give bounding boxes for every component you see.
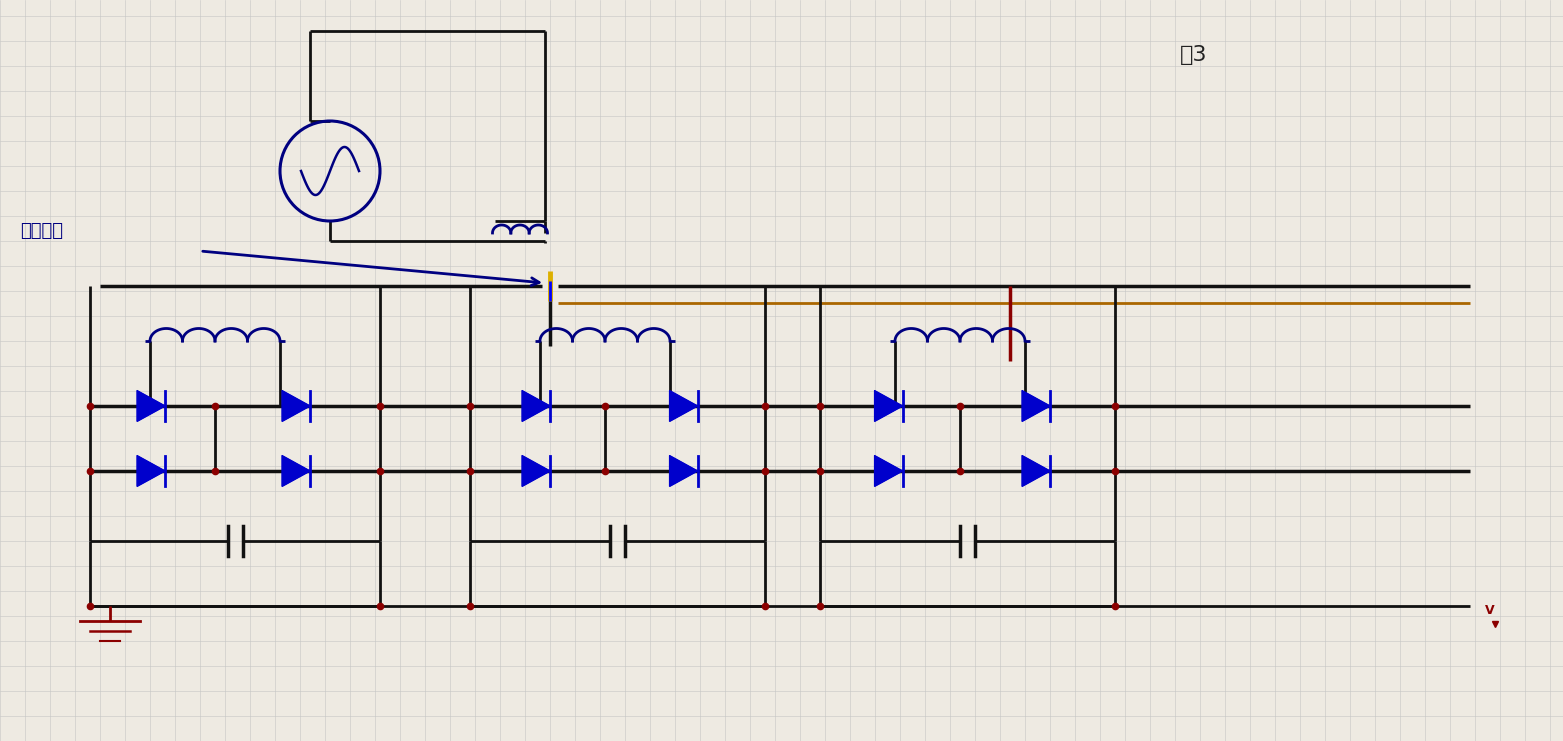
Polygon shape <box>138 456 166 486</box>
Polygon shape <box>138 391 166 422</box>
Polygon shape <box>875 456 902 486</box>
Polygon shape <box>281 456 309 486</box>
Polygon shape <box>522 391 550 422</box>
Polygon shape <box>281 391 309 422</box>
Polygon shape <box>669 456 697 486</box>
Polygon shape <box>1022 391 1050 422</box>
Text: 绝缘薄膜: 绝缘薄膜 <box>20 222 63 240</box>
Polygon shape <box>875 391 902 422</box>
Polygon shape <box>669 391 697 422</box>
Text: V: V <box>1485 605 1494 617</box>
Polygon shape <box>522 456 550 486</box>
Text: 图3: 图3 <box>1180 45 1208 65</box>
Polygon shape <box>1022 456 1050 486</box>
